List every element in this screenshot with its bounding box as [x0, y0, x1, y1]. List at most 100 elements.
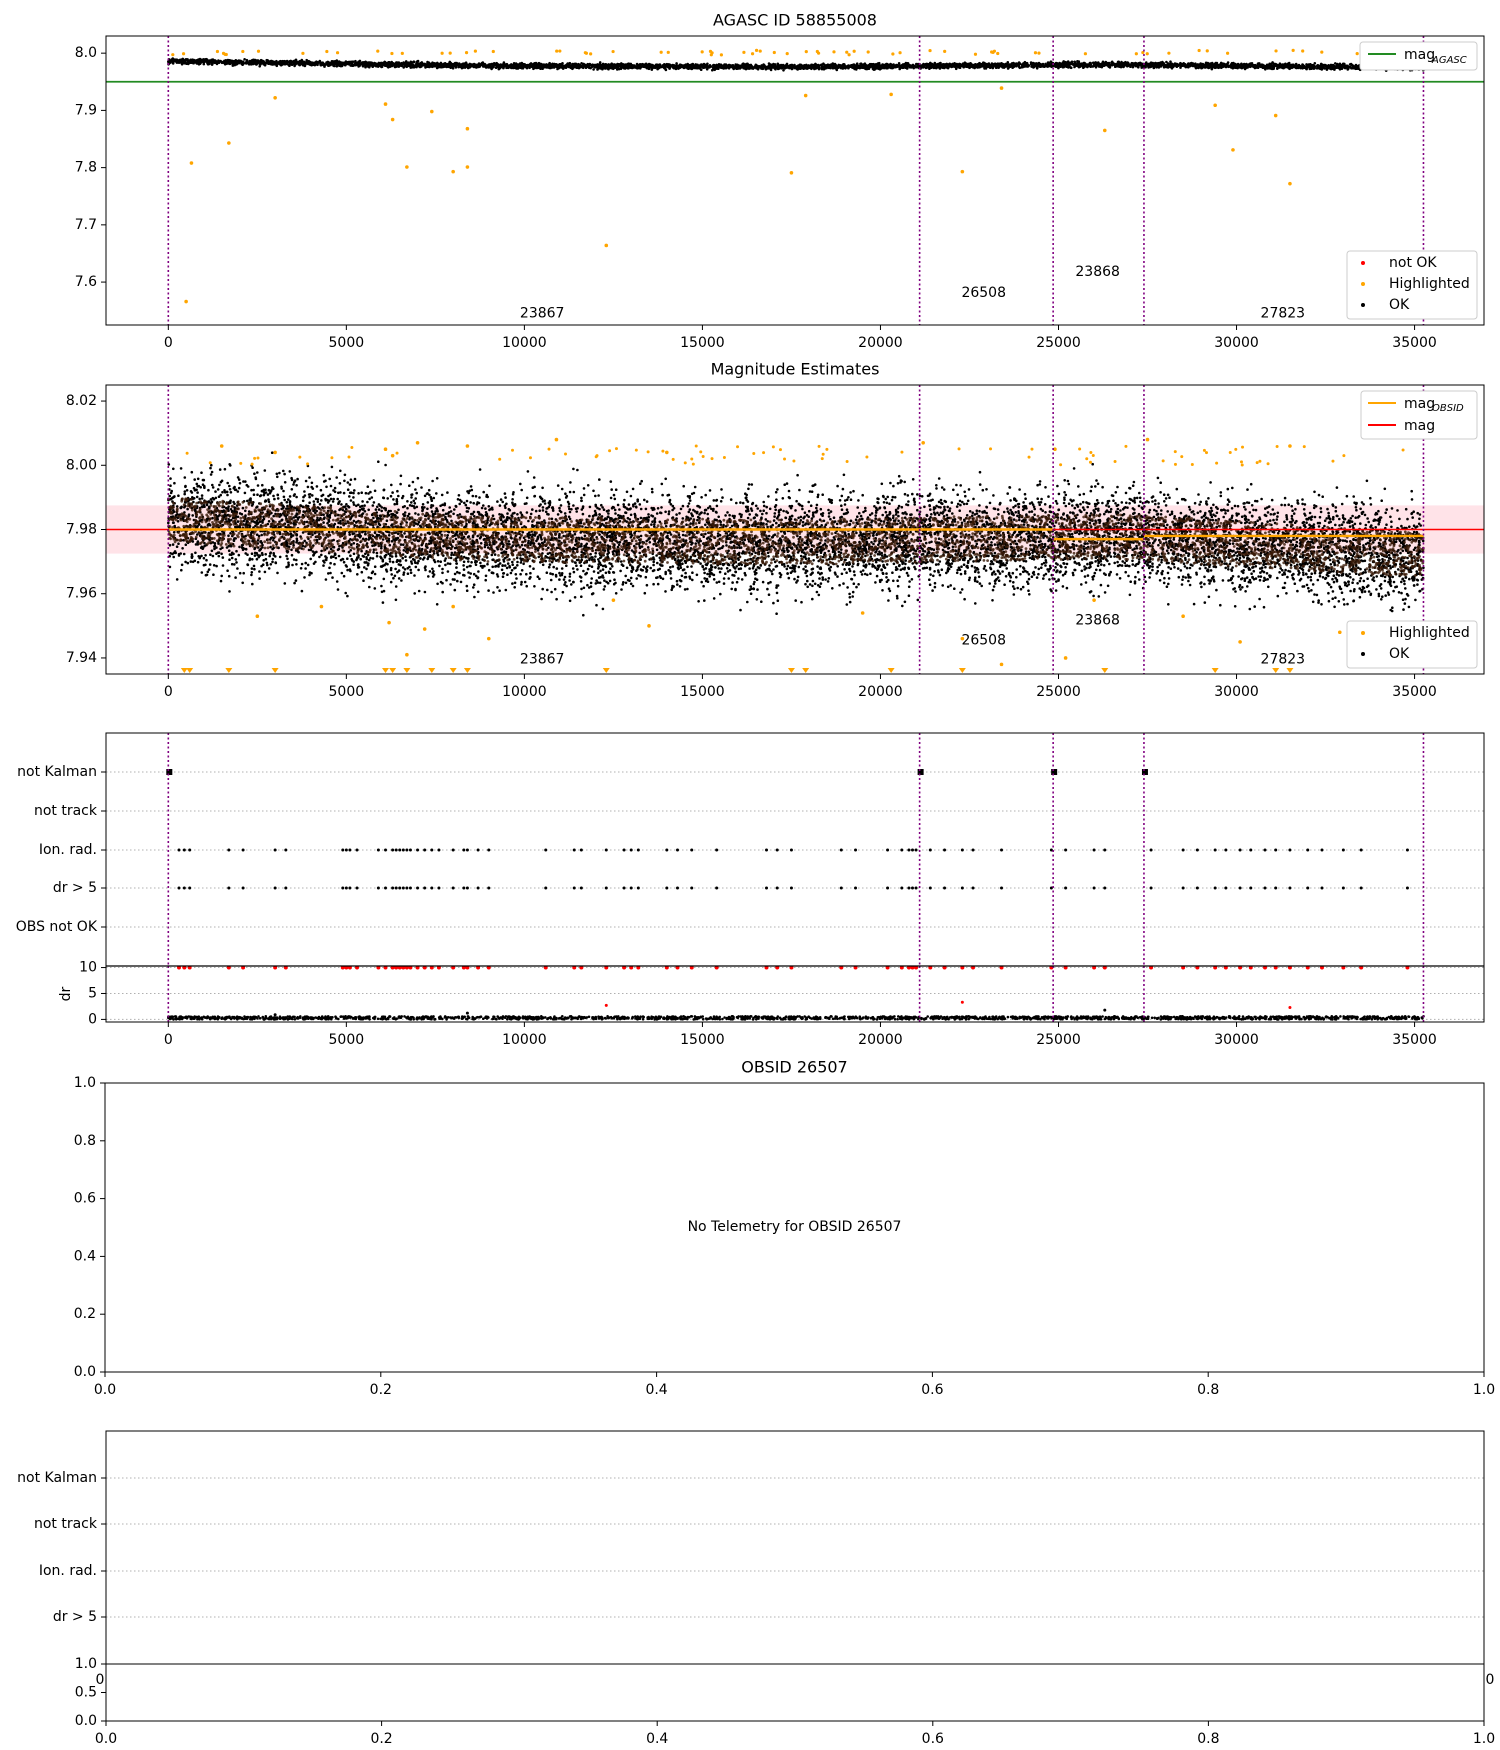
ok-point — [641, 65, 645, 68]
ok-point — [475, 65, 478, 68]
ok-point — [442, 62, 445, 66]
ok-point — [193, 59, 196, 62]
ok-point — [378, 62, 382, 65]
ok-point — [667, 63, 671, 66]
ok-point — [528, 66, 531, 70]
ok-point — [293, 62, 297, 65]
ok-point — [619, 66, 623, 69]
ok-point — [214, 60, 218, 64]
ok-point — [217, 59, 220, 62]
ok-point — [195, 59, 199, 62]
ok-point — [773, 64, 776, 68]
ok-point — [584, 64, 588, 68]
ok-point — [448, 65, 452, 68]
ok-point — [760, 67, 763, 70]
ok-point — [912, 64, 915, 67]
ok-point — [687, 63, 691, 67]
ok-point — [675, 62, 678, 65]
ok-point — [652, 65, 656, 69]
ok-point — [199, 58, 203, 62]
ok-point — [938, 64, 941, 67]
ok-point — [1195, 63, 1198, 67]
ok-point — [177, 60, 181, 63]
ok-point — [1093, 64, 1096, 67]
ok-point — [820, 65, 824, 68]
ok-point — [537, 64, 540, 67]
ok-point — [796, 68, 799, 71]
ok-point — [1089, 61, 1092, 65]
ok-point — [968, 62, 971, 66]
ok-point — [851, 63, 854, 67]
ok-point — [1109, 63, 1112, 67]
ok-point — [632, 65, 635, 68]
ok-point — [1019, 62, 1022, 66]
ok-point — [520, 61, 524, 65]
ok-point — [661, 65, 665, 69]
ok-point — [998, 64, 1002, 68]
ok-point — [537, 61, 541, 65]
ok-point — [1014, 62, 1018, 66]
ok-point — [1068, 61, 1071, 65]
ok-point — [395, 61, 399, 64]
ok-point — [190, 60, 193, 63]
ok-point — [757, 66, 761, 69]
ok-point — [796, 65, 799, 68]
ok-point — [1037, 61, 1041, 65]
ok-point — [1191, 62, 1195, 65]
ok-point — [179, 60, 183, 63]
ok-point — [428, 63, 431, 67]
ok-point — [644, 65, 648, 69]
ok-point — [403, 61, 407, 65]
ok-point — [718, 65, 721, 69]
ok-point — [707, 66, 711, 69]
ok-point — [930, 62, 934, 66]
ok-point — [841, 67, 845, 70]
ok-point — [388, 61, 391, 64]
ok-point — [853, 67, 856, 71]
ok-point — [564, 65, 568, 69]
ok-point — [1066, 62, 1069, 65]
ok-point — [415, 62, 419, 65]
ok-point — [896, 64, 899, 67]
ok-point — [502, 61, 506, 64]
ok-point — [292, 59, 296, 63]
ok-point — [943, 66, 946, 69]
ok-point — [211, 59, 215, 62]
ok-point — [1108, 66, 1112, 69]
ok-point — [848, 65, 851, 69]
ok-point — [991, 64, 994, 67]
ok-point — [451, 67, 455, 70]
ok-point — [244, 61, 248, 64]
ok-point — [202, 60, 205, 64]
ok-point — [492, 65, 495, 69]
ok-point — [629, 62, 633, 66]
ok-point — [548, 65, 552, 68]
ok-point — [893, 64, 897, 68]
ok-point — [1101, 60, 1105, 64]
ok-point — [985, 64, 989, 68]
ok-point — [627, 66, 631, 69]
ok-point — [807, 64, 810, 67]
ok-point — [1219, 61, 1223, 65]
ok-point — [275, 64, 279, 68]
ok-point — [301, 62, 305, 66]
ok-point — [874, 67, 878, 70]
ok-point — [1134, 64, 1137, 68]
ok-point — [954, 67, 958, 71]
ok-point — [449, 61, 453, 65]
ok-point — [955, 64, 959, 67]
ok-point — [909, 66, 913, 69]
ok-point — [595, 64, 598, 68]
ok-point — [1271, 61, 1274, 64]
ok-point — [417, 63, 421, 67]
ok-point — [623, 64, 626, 67]
ok-point — [409, 60, 413, 64]
ok-point — [1138, 61, 1142, 65]
ok-point — [235, 60, 238, 64]
ok-point — [566, 62, 570, 65]
ok-point — [706, 62, 709, 66]
ok-point — [935, 63, 938, 66]
ok-point — [532, 64, 535, 67]
ok-point — [503, 63, 507, 66]
